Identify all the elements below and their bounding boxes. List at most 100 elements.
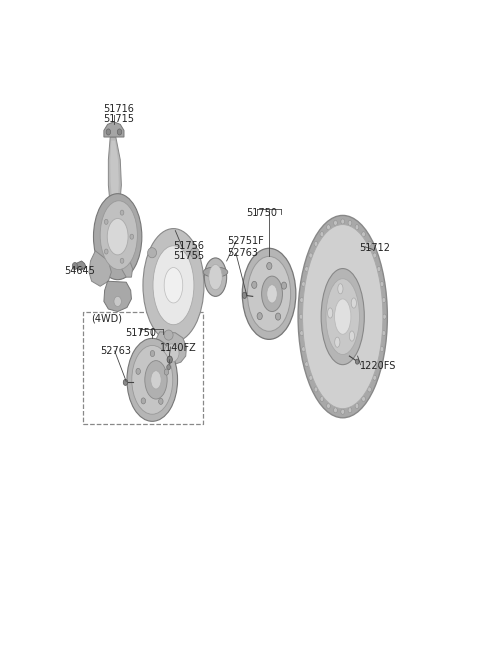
Ellipse shape [248, 256, 291, 331]
Ellipse shape [268, 266, 282, 321]
Text: 51756: 51756 [173, 240, 204, 251]
Circle shape [380, 347, 384, 351]
Circle shape [326, 403, 330, 409]
Circle shape [320, 232, 324, 237]
Ellipse shape [153, 246, 194, 325]
Ellipse shape [349, 331, 355, 341]
Polygon shape [108, 137, 121, 215]
Ellipse shape [209, 265, 222, 290]
Circle shape [300, 298, 303, 303]
Text: 1220FS: 1220FS [360, 361, 396, 371]
Circle shape [136, 369, 141, 374]
Ellipse shape [94, 194, 142, 280]
Circle shape [167, 356, 172, 363]
Circle shape [164, 369, 168, 375]
Ellipse shape [191, 248, 199, 258]
Circle shape [368, 387, 372, 392]
Text: 52763: 52763 [100, 346, 131, 356]
Ellipse shape [267, 284, 277, 303]
Ellipse shape [164, 344, 179, 362]
Ellipse shape [335, 337, 340, 348]
Circle shape [348, 220, 352, 225]
Circle shape [305, 267, 309, 271]
Ellipse shape [148, 248, 156, 258]
Ellipse shape [100, 201, 137, 269]
Circle shape [334, 408, 337, 413]
Ellipse shape [327, 308, 333, 318]
Circle shape [380, 282, 384, 286]
Circle shape [106, 129, 110, 135]
Circle shape [355, 225, 359, 230]
Circle shape [382, 330, 385, 336]
Ellipse shape [298, 215, 387, 418]
Circle shape [305, 361, 309, 367]
Circle shape [355, 359, 359, 364]
Circle shape [326, 225, 330, 230]
Text: 52751F: 52751F [228, 236, 264, 246]
Polygon shape [155, 332, 186, 365]
Ellipse shape [335, 299, 351, 334]
Circle shape [123, 379, 128, 386]
Circle shape [309, 375, 312, 380]
Ellipse shape [262, 276, 282, 311]
Ellipse shape [132, 346, 173, 415]
Circle shape [341, 219, 345, 224]
Text: (4WD): (4WD) [92, 313, 122, 323]
Ellipse shape [151, 355, 167, 405]
Circle shape [377, 361, 381, 367]
Circle shape [377, 267, 381, 271]
Circle shape [257, 313, 262, 320]
Ellipse shape [145, 361, 167, 399]
Text: 1140FZ: 1140FZ [160, 343, 197, 353]
Ellipse shape [164, 267, 183, 303]
Bar [83, 311, 203, 424]
Ellipse shape [242, 248, 296, 340]
Circle shape [314, 387, 318, 392]
Ellipse shape [107, 219, 128, 255]
Circle shape [355, 403, 359, 409]
Circle shape [120, 258, 124, 263]
Circle shape [348, 408, 352, 413]
Text: 51750: 51750 [125, 328, 156, 338]
Text: 51750: 51750 [246, 208, 277, 218]
Circle shape [320, 396, 324, 401]
Circle shape [242, 292, 247, 298]
Ellipse shape [338, 284, 343, 294]
Circle shape [130, 234, 133, 239]
Circle shape [267, 263, 272, 269]
Circle shape [281, 282, 287, 289]
Ellipse shape [204, 258, 227, 296]
Ellipse shape [326, 279, 360, 355]
Circle shape [150, 350, 155, 357]
Ellipse shape [203, 267, 228, 277]
Circle shape [373, 375, 376, 380]
Circle shape [276, 313, 281, 320]
Polygon shape [104, 122, 124, 137]
Circle shape [114, 296, 121, 306]
Circle shape [302, 347, 305, 351]
Circle shape [104, 219, 108, 224]
Circle shape [299, 314, 303, 319]
Circle shape [362, 232, 365, 237]
Circle shape [341, 409, 345, 415]
Circle shape [158, 398, 163, 404]
Ellipse shape [302, 225, 383, 409]
Ellipse shape [151, 371, 161, 389]
Ellipse shape [351, 298, 357, 308]
Circle shape [334, 220, 337, 225]
Circle shape [309, 253, 312, 258]
Ellipse shape [321, 269, 364, 365]
Circle shape [167, 365, 170, 370]
Ellipse shape [127, 338, 178, 421]
Circle shape [252, 281, 257, 288]
Circle shape [314, 241, 318, 246]
Circle shape [382, 298, 385, 303]
Ellipse shape [164, 330, 173, 340]
Text: 51755: 51755 [173, 251, 204, 261]
Circle shape [72, 263, 77, 269]
Polygon shape [104, 281, 132, 311]
Circle shape [120, 210, 124, 215]
Text: 54645: 54645 [64, 266, 95, 276]
Text: 52763: 52763 [228, 248, 258, 258]
Circle shape [141, 398, 145, 404]
